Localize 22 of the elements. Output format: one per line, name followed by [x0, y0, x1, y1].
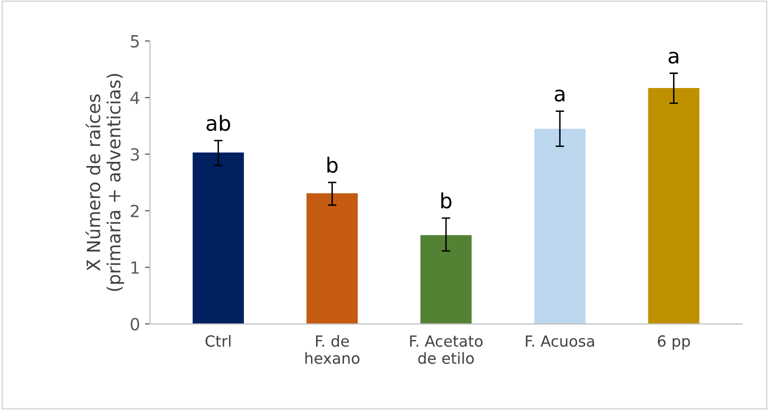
annotation: b: [327, 156, 338, 173]
annotation: b: [441, 192, 452, 209]
y-tick-label: 0: [130, 318, 140, 330]
x-tick-label: F. de hexano: [305, 335, 360, 364]
annotation: a: [668, 52, 678, 64]
y-tick-label: 1: [131, 262, 139, 274]
bar: [420, 235, 472, 324]
x-tick-label: 6 pp: [658, 335, 690, 350]
y-axis-title: X̄ Número de raíces (primaria + adventicias): [86, 74, 124, 291]
annotation: a: [554, 90, 564, 102]
annotation: ab: [206, 114, 230, 131]
x-tick-label: F. Acetato de etilo: [410, 335, 483, 364]
bar: [306, 193, 358, 324]
x-tick-label: F. Acuosa: [526, 335, 594, 347]
bar: [648, 88, 700, 324]
bar: [534, 128, 586, 324]
x-tick-label: Ctrl: [206, 335, 230, 347]
y-tick-label: 5: [130, 35, 139, 48]
bar: [192, 152, 244, 324]
y-tick-label: 3: [130, 148, 139, 161]
y-tick-label: 4: [130, 92, 140, 104]
y-tick-label: 2: [130, 204, 139, 218]
